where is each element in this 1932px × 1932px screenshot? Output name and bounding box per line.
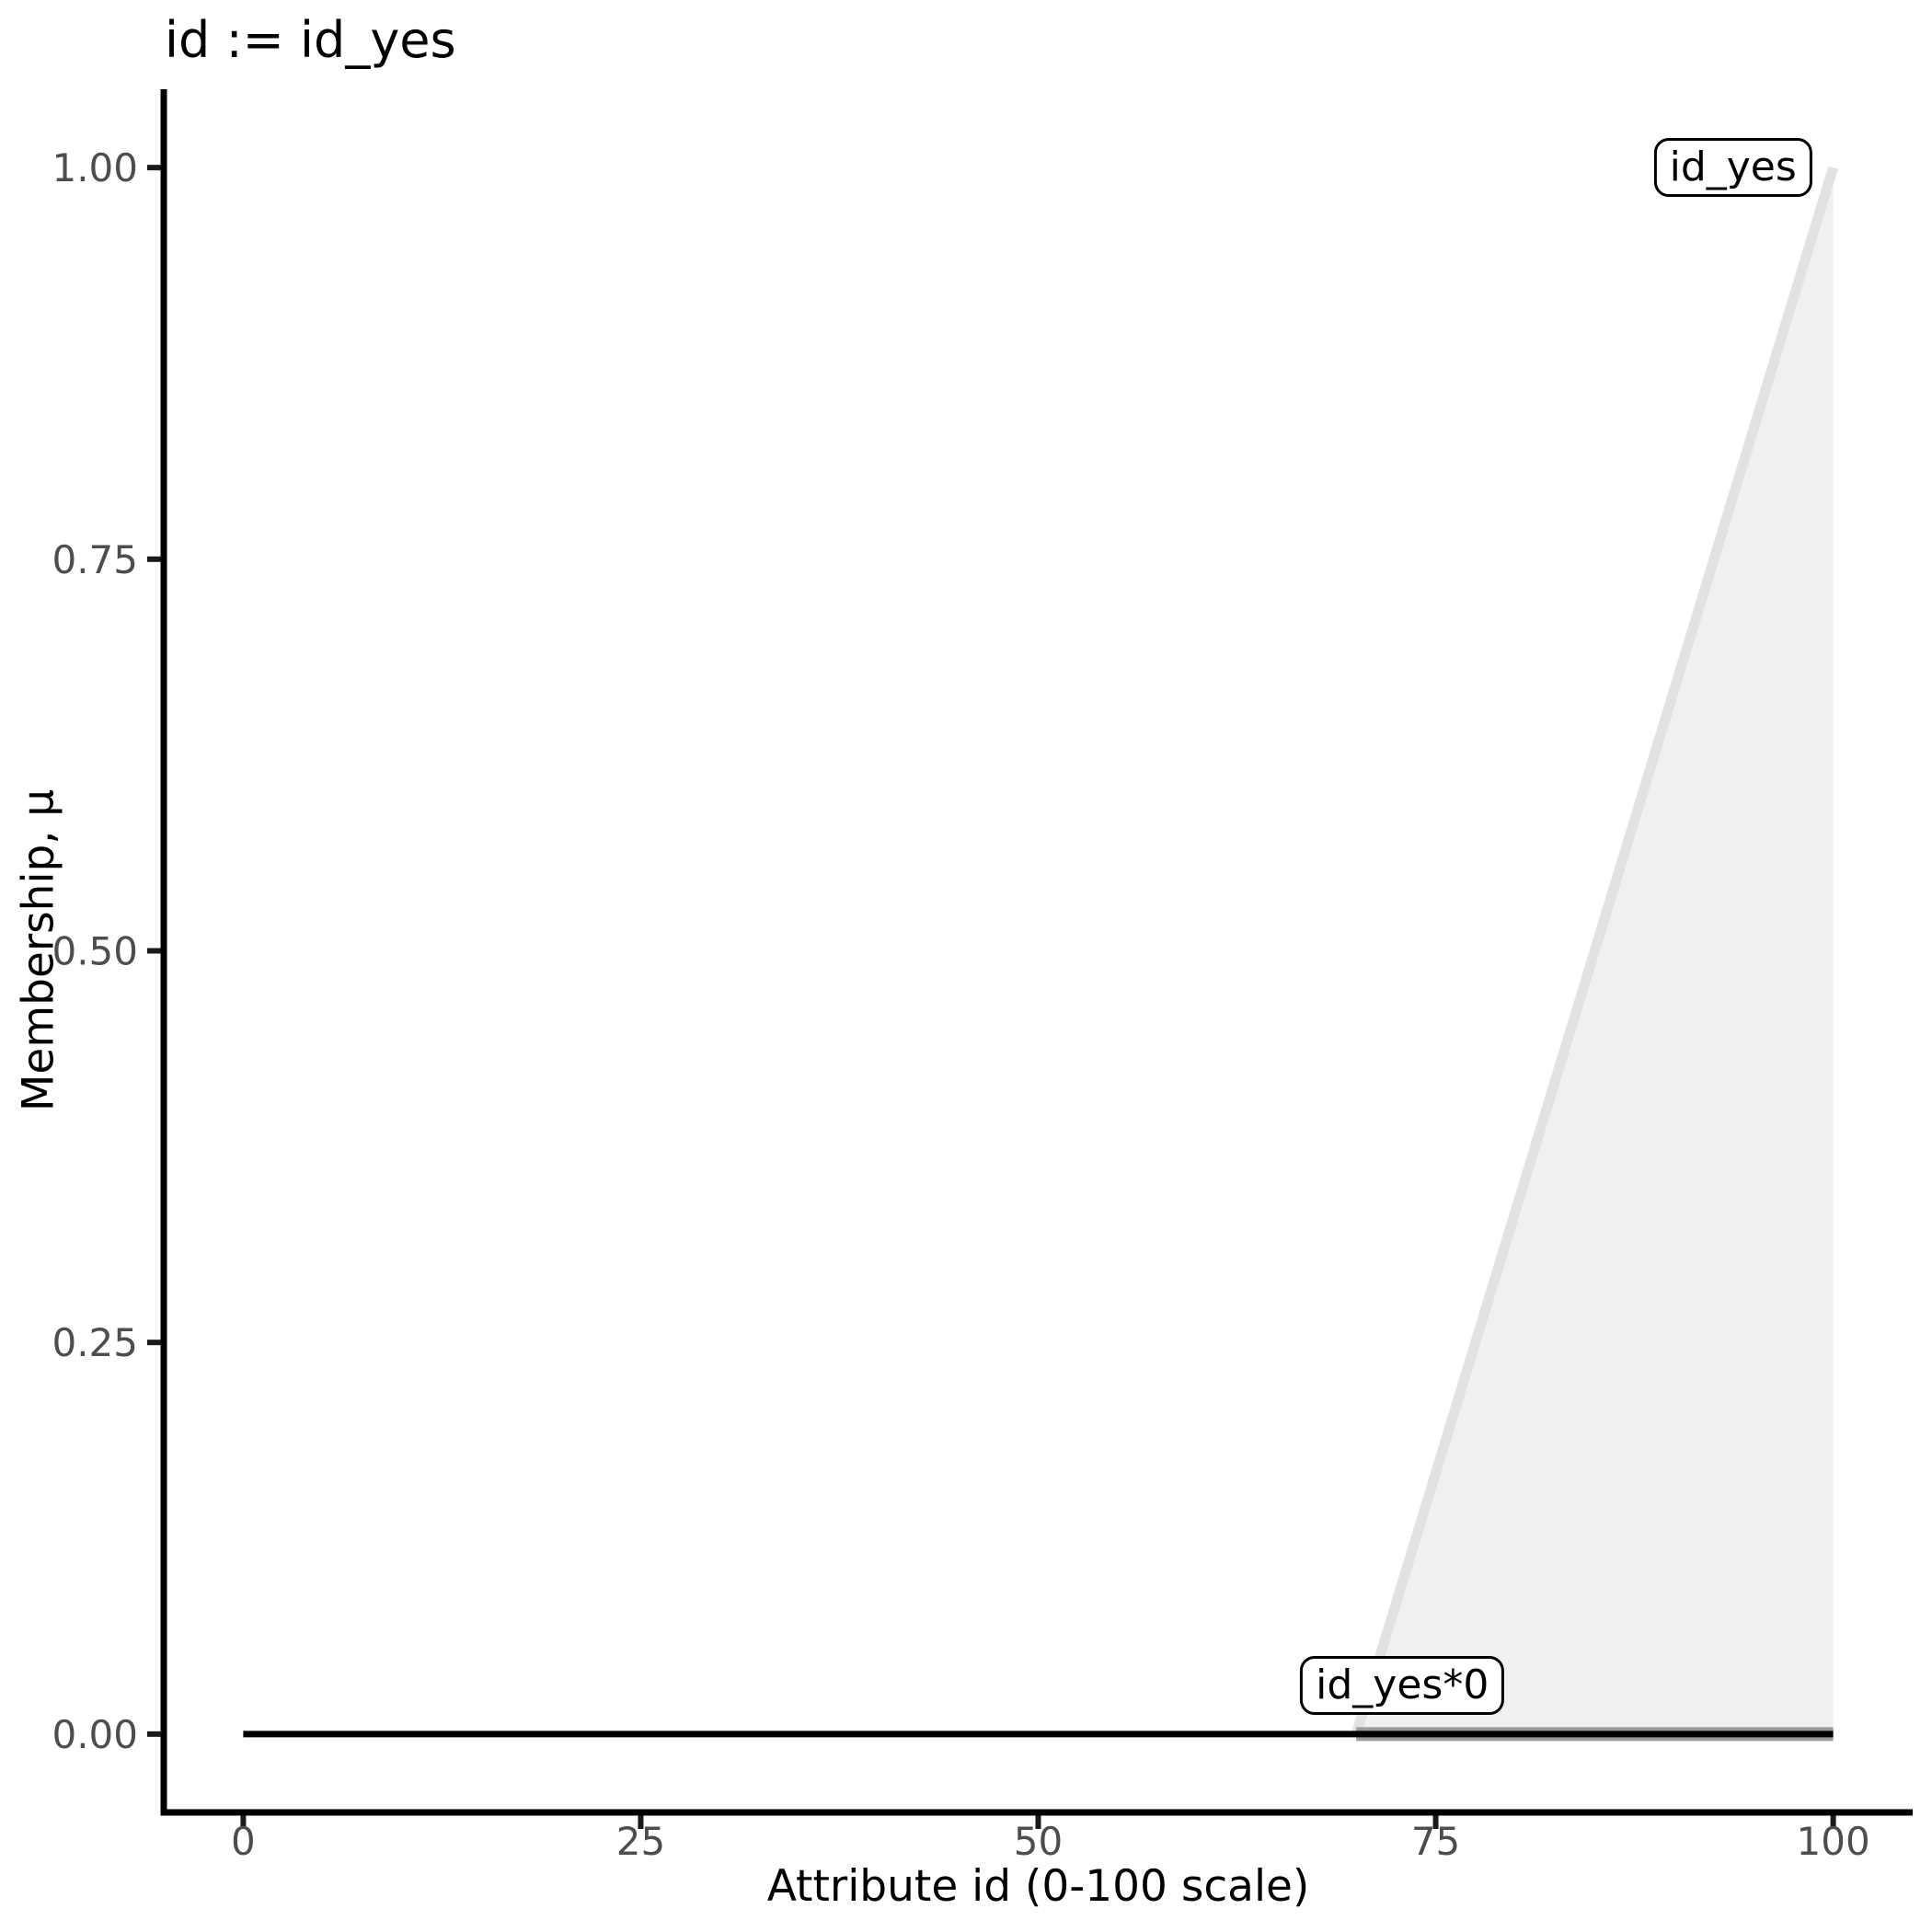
y-axis-title: Membership, μ	[13, 788, 64, 1112]
x-tick-label: 75	[1411, 1819, 1460, 1864]
x-tick-label: 25	[616, 1819, 665, 1864]
x-tick-label: 50	[1014, 1819, 1063, 1864]
y-tick-label: 1.00	[52, 145, 138, 190]
chart-title: id := id_yes	[165, 11, 456, 69]
x-tick-label: 0	[231, 1819, 256, 1864]
x-tick-label: 100	[1797, 1819, 1870, 1864]
x-axis-title: Attribute id (0-100 scale)	[766, 1861, 1310, 1912]
label-id-yes: id_yes	[1653, 138, 1812, 198]
y-tick-label: 0.25	[52, 1320, 138, 1365]
y-tick-label: 0.00	[52, 1712, 138, 1757]
label-id-yes-times-0: id_yes*0	[1300, 1656, 1505, 1716]
series-line-id_yes	[1351, 166, 1838, 1736]
y-tick-label: 0.50	[52, 929, 138, 974]
y-tick-label: 0.75	[52, 537, 138, 582]
